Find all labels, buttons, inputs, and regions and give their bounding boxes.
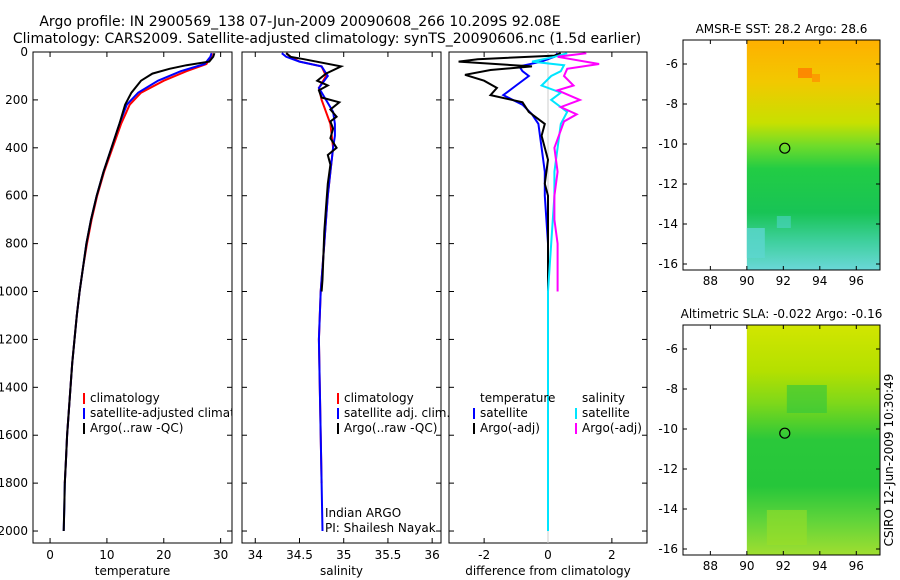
sla-map-high-patch [766,510,807,545]
temperature-legend-item-label: Argo(..raw -QC) [90,421,183,435]
temperature-ytick-label: 1400 [0,380,28,394]
sst-map-warm-patch [798,68,812,78]
difference-legend-temperature-title: temperature [480,391,555,405]
sla_map-ytick-label: -6 [666,342,678,356]
sla_map-xtick-label: 88 [703,559,718,573]
salinity-legend-item-label: Argo(..raw -QC) [344,421,437,435]
sst-map-warm-patch [812,74,820,82]
temperature-xtick-label: 30 [213,548,228,562]
temperature-xtick-label: 0 [46,548,54,562]
sst-map-cool-patch [776,216,791,228]
temperature-ytick-label: 800 [5,237,28,251]
sla_map-title: Altimetric SLA: -0.022 Argo: -0.16 [681,307,883,321]
sla_map-xtick-label: 94 [812,559,827,573]
salinity-xlabel: salinity [320,564,363,578]
temperature-ytick-label: 400 [5,141,28,155]
side-credit-label: CSIRO 12-Jun-2009 10:30:49 [882,374,896,547]
temperature-xtick-label: 10 [99,548,114,562]
temperature-ytick-label: 1200 [0,332,28,346]
difference-xtick-label: 2 [608,548,616,562]
difference-legend-item-label: Argo(-adj) [582,421,642,435]
sla_map-xtick-label: 96 [849,559,864,573]
sla_map-argo-location-marker [779,427,791,439]
difference-series-line [553,52,600,292]
sla_map-heatmap-field [746,325,880,555]
temperature-ytick-label: 0 [20,45,28,59]
salinity-annotation-line2: PI: Shailesh Nayak [325,521,436,535]
sst_map-ytick-label: -12 [658,177,678,191]
sla_map-ytick-label: -12 [658,462,678,476]
figure-title-line1: Argo profile: IN 2900569_138 07-Jun-2009… [39,14,560,30]
sla_map-ytick-label: -10 [658,422,678,436]
salinity-panel: 34 34.5 35 35.5 36 salinity climatologysatelli… [241,51,450,578]
difference-legend-item-label: Argo(-adj) [480,421,540,435]
salinity-annotation-line1: Indian ARGO [325,506,401,520]
sst_map-plot-frame [682,39,881,271]
salinity-legend-item-label: climatology [344,391,414,405]
sst_map-ytick-label: -8 [666,97,678,111]
sla_map-ytick-label: -14 [658,502,678,516]
difference-legend: temperature salinitysatelliteArgo(-adj)sa… [473,391,642,435]
temperature-ytick-label: 1800 [0,476,28,490]
salinity-plot-frame [241,51,442,544]
difference-xlabel: difference from climatology [465,564,631,578]
temperature-legend-item-label: satellite-adjusted climatology [90,406,268,420]
sst_map-xtick-label: 92 [776,274,791,288]
difference-xtick-label: 0 [544,548,552,562]
temperature-ytick-label: 1600 [0,428,28,442]
difference-legend-salinity-title: salinity [582,391,625,405]
difference-xtick-label: -2 [478,548,490,562]
temperature-ytick-label: 200 [5,93,28,107]
difference-series-line [531,52,569,531]
sst-map-cool-patch [746,228,765,258]
salinity-xtick-label: 34 [248,548,263,562]
difference-legend-item-label: satellite [582,406,630,420]
sla_map-ytick-label: -16 [658,542,678,556]
salinity-xtick-label: 35.5 [375,548,402,562]
sst_map-title: AMSR-E SST: 28.2 Argo: 28.6 [696,22,868,36]
sla_map-xtick-label: 92 [776,559,791,573]
sst_map-xtick-label: 90 [739,274,754,288]
sla_map-plot-frame [682,324,881,556]
temperature-ytick-label: 1000 [0,285,28,299]
sst_map-xtick-label: 94 [812,274,827,288]
temperature-ytick-label: 600 [5,189,28,203]
temperature-xlabel: temperature [95,564,170,578]
sst_map-ytick-label: -14 [658,217,678,231]
sla_map-xtick-label: 90 [739,559,754,573]
temperature-plot-frame [32,51,233,544]
salinity-xtick-label: 35 [336,548,351,562]
sla_map-panel: Altimetric SLA: -0.022 Argo: -0.16 88 90 92… [658,307,882,573]
salinity-series-line [285,52,345,292]
sla_map-ytick-label: -8 [666,382,678,396]
salinity-legend-item-label: satellite adj. clim. [344,406,450,420]
sst_map-xtick-label: 88 [703,274,718,288]
salinity-xtick-label: 34.5 [286,548,313,562]
sst_map-ytick-label: -6 [666,57,678,71]
salinity-xtick-label: 36 [425,548,440,562]
sst_map-xtick-label: 96 [849,274,864,288]
sst_map-ytick-label: -16 [658,257,678,271]
difference-panel: -2 0 2 difference from climatology temperatu… [448,51,648,578]
temperature-panel: 0 10 20 30 0 200 400 600 800 1000 1200 1400 1600 1800… [0,45,268,578]
figure-title-line2: Climatology: CARS2009. Satellite-adjuste… [13,31,641,47]
sla-map-low-patch [786,385,827,413]
sst_map-argo-location-marker [779,142,791,154]
temperature-legend-item-label: climatology [90,391,160,405]
sst_map-panel: AMSR-E SST: 28.2 Argo: 28.6 88 90 92 94 96 -6 -… [658,22,881,288]
sst_map-ytick-label: -10 [658,137,678,151]
temperature-series-line [62,52,216,532]
temperature-ytick-label: 2000 [0,524,28,538]
temperature-xtick-label: 20 [156,548,171,562]
difference-legend-item-label: satellite [480,406,528,420]
